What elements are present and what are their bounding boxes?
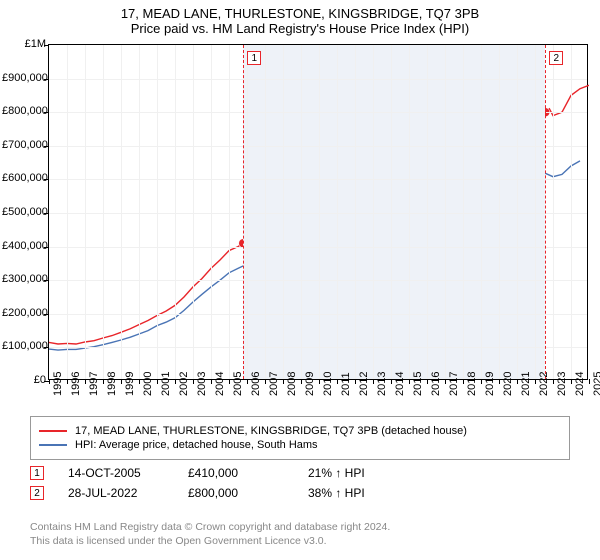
- gridline-h: [49, 179, 587, 180]
- event-row-1: 1 14-OCT-2005 £410,000 21% ↑ HPI: [30, 466, 570, 480]
- footer-line-2: This data is licensed under the Open Gov…: [30, 534, 570, 548]
- x-axis-label: 1997: [88, 372, 100, 396]
- x-axis-label: 2002: [178, 372, 190, 396]
- event-diff-1: 21% ↑ HPI: [308, 466, 428, 480]
- y-axis-label: £0: [2, 374, 46, 386]
- event-line-2: [545, 45, 546, 379]
- event-price-1: £410,000: [188, 466, 308, 480]
- chart-area: 12 £0£100,000£200,000£300,000£400,000£50…: [48, 44, 588, 380]
- x-axis-label: 2012: [358, 372, 370, 396]
- x-axis-label: 1999: [124, 372, 136, 396]
- gridline-h: [49, 314, 587, 315]
- event-flag-2: 2: [549, 51, 563, 65]
- event-line-1: [243, 45, 244, 379]
- x-axis-label: 2018: [466, 372, 478, 396]
- event-flag-1: 1: [247, 51, 261, 65]
- y-axis-label: £400,000: [2, 240, 46, 252]
- legend-label-property: 17, MEAD LANE, THURLESTONE, KINGSBRIDGE,…: [75, 425, 467, 437]
- event-table: 1 14-OCT-2005 £410,000 21% ↑ HPI 2 28-JU…: [30, 460, 570, 506]
- chart-subtitle: Price paid vs. HM Land Registry's House …: [0, 21, 600, 40]
- y-axis-label: £1M: [2, 38, 46, 50]
- gridline-h: [49, 347, 587, 348]
- event-row-2: 2 28-JUL-2022 £800,000 38% ↑ HPI: [30, 486, 570, 500]
- y-axis-label: £300,000: [2, 273, 46, 285]
- legend-box: 17, MEAD LANE, THURLESTONE, KINGSBRIDGE,…: [30, 416, 570, 460]
- x-axis-label: 2009: [304, 372, 316, 396]
- chart-title: 17, MEAD LANE, THURLESTONE, KINGSBRIDGE,…: [0, 0, 600, 21]
- x-axis-label: 2005: [232, 372, 244, 396]
- gridline-h: [49, 146, 587, 147]
- event-date-1: 14-OCT-2005: [68, 466, 188, 480]
- gridline-h: [49, 112, 587, 113]
- y-axis-label: £700,000: [2, 139, 46, 151]
- x-axis-label: 2007: [268, 372, 280, 396]
- legend-label-hpi: HPI: Average price, detached house, Sout…: [75, 439, 318, 451]
- x-axis-label: 2024: [574, 372, 586, 396]
- x-axis-label: 2023: [556, 372, 568, 396]
- x-axis-label: 2014: [394, 372, 406, 396]
- x-axis-label: 2001: [160, 372, 172, 396]
- x-axis-label: 2004: [214, 372, 226, 396]
- x-axis-label: 2006: [250, 372, 262, 396]
- plot: 12: [48, 44, 588, 380]
- gridline-h: [49, 79, 587, 80]
- event-date-2: 28-JUL-2022: [68, 486, 188, 500]
- x-axis-label: 2011: [340, 372, 352, 396]
- gridline-h: [49, 213, 587, 214]
- legend-swatch-hpi: [39, 444, 67, 446]
- footer-line-1: Contains HM Land Registry data © Crown c…: [30, 520, 570, 534]
- legend-item-property: 17, MEAD LANE, THURLESTONE, KINGSBRIDGE,…: [39, 425, 561, 437]
- x-axis-label: 2016: [430, 372, 442, 396]
- x-axis-label: 2010: [322, 372, 334, 396]
- x-axis-label: 2013: [376, 372, 388, 396]
- x-axis-label: 1995: [52, 372, 64, 396]
- x-axis-label: 1998: [106, 372, 118, 396]
- gridline-h: [49, 247, 587, 248]
- y-axis-label: £200,000: [2, 307, 46, 319]
- x-axis-label: 2015: [412, 372, 424, 396]
- x-axis-label: 2019: [484, 372, 496, 396]
- event-diff-2: 38% ↑ HPI: [308, 486, 428, 500]
- y-axis-label: £900,000: [2, 72, 46, 84]
- x-axis-label: 2022: [538, 372, 550, 396]
- x-axis-label: 2003: [196, 372, 208, 396]
- y-axis-label: £500,000: [2, 206, 46, 218]
- x-axis-label: 2008: [286, 372, 298, 396]
- legend-swatch-property: [39, 430, 67, 432]
- x-axis-label: 2000: [142, 372, 154, 396]
- event-marker-1: 1: [30, 466, 44, 480]
- x-axis-label: 2017: [448, 372, 460, 396]
- x-axis-label: 2025: [592, 372, 600, 396]
- footer: Contains HM Land Registry data © Crown c…: [30, 520, 570, 548]
- y-axis-label: £100,000: [2, 340, 46, 352]
- y-axis-label: £800,000: [2, 105, 46, 117]
- event-price-2: £800,000: [188, 486, 308, 500]
- legend-item-hpi: HPI: Average price, detached house, Sout…: [39, 439, 561, 451]
- gridline-h: [49, 280, 587, 281]
- event-marker-2: 2: [30, 486, 44, 500]
- x-axis-label: 2021: [520, 372, 532, 396]
- y-axis-label: £600,000: [2, 172, 46, 184]
- x-axis-label: 1996: [70, 372, 82, 396]
- x-axis-label: 2020: [502, 372, 514, 396]
